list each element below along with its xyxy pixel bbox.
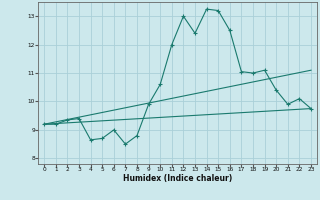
- X-axis label: Humidex (Indice chaleur): Humidex (Indice chaleur): [123, 174, 232, 183]
